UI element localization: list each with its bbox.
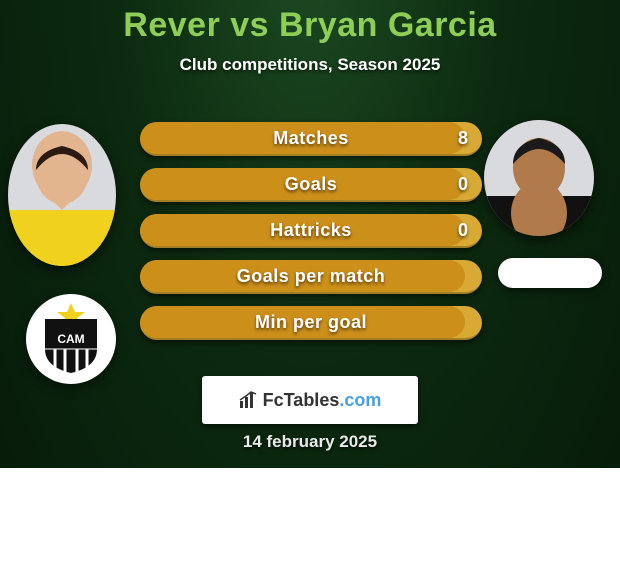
stat-bar-value: 0 xyxy=(458,214,468,246)
stat-bar: Matches8 xyxy=(140,122,482,156)
content-root: Rever vs Bryan Garcia Club competitions,… xyxy=(0,0,620,75)
bar-chart-icon xyxy=(239,391,259,409)
brand-text-suffix: .com xyxy=(339,390,381,410)
page-title: Rever vs Bryan Garcia xyxy=(0,0,620,45)
player-right-portrait-icon xyxy=(484,120,594,236)
stat-bar-value: 0 xyxy=(458,168,468,200)
stat-bar-value: 8 xyxy=(458,122,468,154)
brand-text-main: FcTables xyxy=(263,390,340,410)
page-subtitle: Club competitions, Season 2025 xyxy=(0,55,620,75)
stat-bar: Goals0 xyxy=(140,168,482,202)
brand-box: FcTables.com xyxy=(202,376,418,424)
stat-bar: Hattricks0 xyxy=(140,214,482,248)
stat-bar: Goals per match xyxy=(140,260,482,294)
date-text: 14 february 2025 xyxy=(0,432,620,452)
club-shield-icon: CAM xyxy=(39,303,103,375)
bottom-white-panel xyxy=(0,468,620,588)
stat-bar-label: Goals xyxy=(140,168,482,200)
brand-text: FcTables.com xyxy=(263,390,382,411)
club-shield-text: CAM xyxy=(57,332,84,346)
stat-bar: Min per goal xyxy=(140,306,482,340)
stat-bar-label: Min per goal xyxy=(140,306,482,338)
club-left-badge: CAM xyxy=(26,294,116,384)
player-left-portrait-icon xyxy=(8,124,116,266)
stat-bar-label: Hattricks xyxy=(140,214,482,246)
player-left-avatar xyxy=(8,124,116,266)
player-right-avatar xyxy=(484,120,594,236)
stat-bar-label: Goals per match xyxy=(140,260,482,292)
stat-bar-label: Matches xyxy=(140,122,482,154)
stat-bar-list: Matches8Goals0Hattricks0Goals per matchM… xyxy=(140,122,482,352)
club-right-placeholder xyxy=(498,258,602,288)
